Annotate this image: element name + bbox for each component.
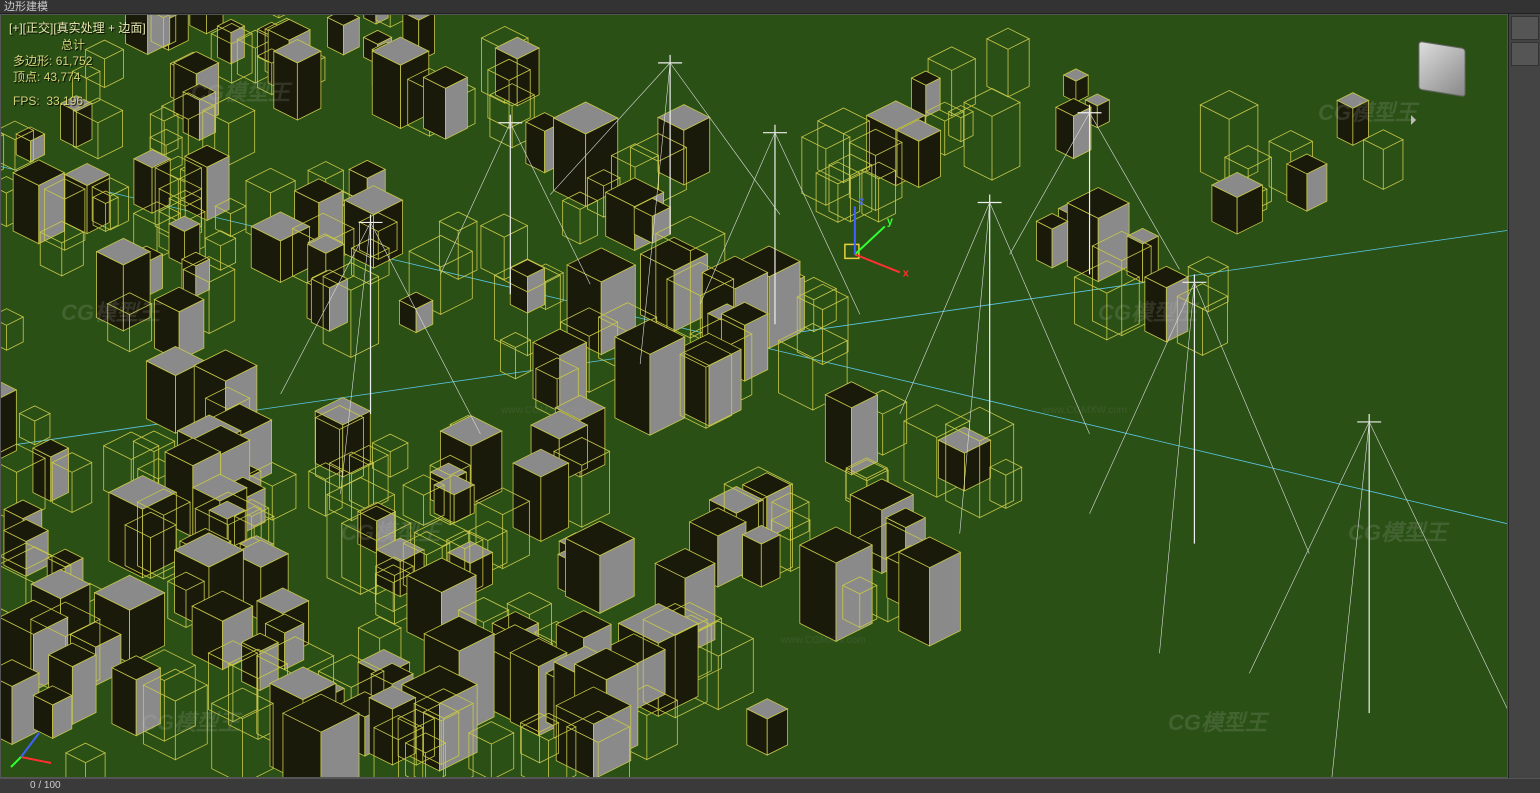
axis-indicator: [9, 719, 59, 769]
panel-tab-button[interactable]: [1511, 16, 1539, 40]
viewport-label[interactable]: [+][正交][真实处理 + 边面]: [9, 19, 146, 36]
stats-total-label: 总计: [61, 38, 85, 52]
panel-tab-button[interactable]: [1511, 42, 1539, 66]
command-panel[interactable]: [1508, 14, 1540, 778]
stats-fps-label: FPS:: [13, 94, 40, 108]
stats-vertex-count: 43,774: [44, 70, 81, 84]
viewcube-body[interactable]: [1418, 41, 1465, 97]
title-bar: 边形建模: [0, 0, 1540, 14]
stats-poly-label: 多边形:: [13, 54, 52, 68]
svg-text:z: z: [859, 196, 865, 208]
viewcube[interactable]: [1407, 35, 1477, 105]
svg-text:x: x: [903, 267, 910, 279]
window-title: 边形建模: [4, 1, 48, 13]
stats-vertex-label: 顶点:: [13, 70, 40, 84]
frame-display: 0 / 100: [30, 780, 61, 791]
stats-fps-value: 33.196: [46, 94, 83, 108]
scene-canvas[interactable]: x y z: [1, 15, 1507, 777]
svg-text:y: y: [887, 215, 894, 227]
viewcube-arrow-icon[interactable]: [1411, 115, 1421, 125]
timeline-bar[interactable]: 0 / 100: [0, 778, 1540, 792]
viewport[interactable]: [+][正交][真实处理 + 边面] 总计 多边形: 61,752 顶点: 43…: [0, 14, 1508, 778]
viewport-stats: 总计 多边形: 61,752 顶点: 43,774 FPS: 33.196: [13, 37, 92, 109]
stats-poly-count: 61,752: [56, 54, 93, 68]
